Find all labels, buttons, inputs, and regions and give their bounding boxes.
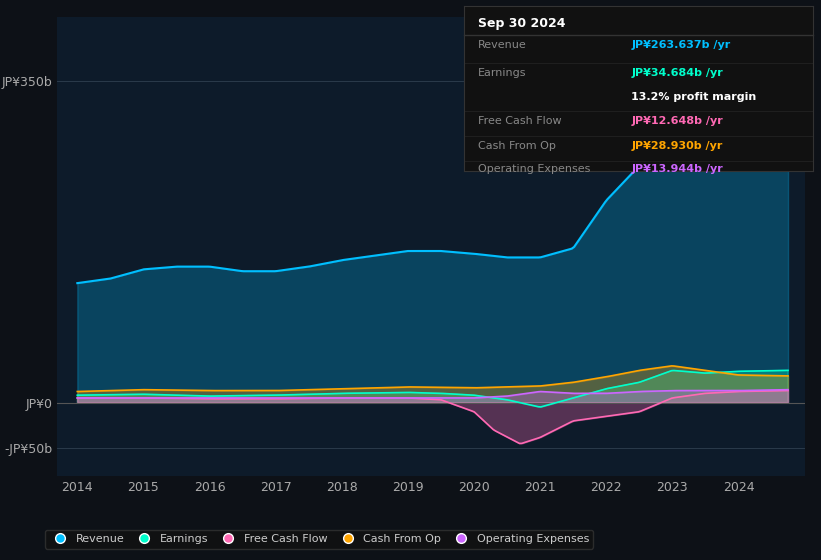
Text: Cash From Op: Cash From Op: [478, 141, 556, 151]
Text: JP¥34.684b /yr: JP¥34.684b /yr: [631, 68, 723, 78]
Text: JP¥13.944b /yr: JP¥13.944b /yr: [631, 164, 723, 174]
Text: Sep 30 2024: Sep 30 2024: [478, 17, 566, 30]
Text: JP¥263.637b /yr: JP¥263.637b /yr: [631, 40, 731, 50]
Text: Operating Expenses: Operating Expenses: [478, 164, 590, 174]
Text: JP¥12.648b /yr: JP¥12.648b /yr: [631, 116, 723, 127]
Text: Free Cash Flow: Free Cash Flow: [478, 116, 562, 127]
Text: Revenue: Revenue: [478, 40, 526, 50]
Text: 13.2% profit margin: 13.2% profit margin: [631, 91, 757, 101]
Legend: Revenue, Earnings, Free Cash Flow, Cash From Op, Operating Expenses: Revenue, Earnings, Free Cash Flow, Cash …: [44, 530, 594, 548]
Text: Earnings: Earnings: [478, 68, 526, 78]
Text: JP¥28.930b /yr: JP¥28.930b /yr: [631, 141, 722, 151]
